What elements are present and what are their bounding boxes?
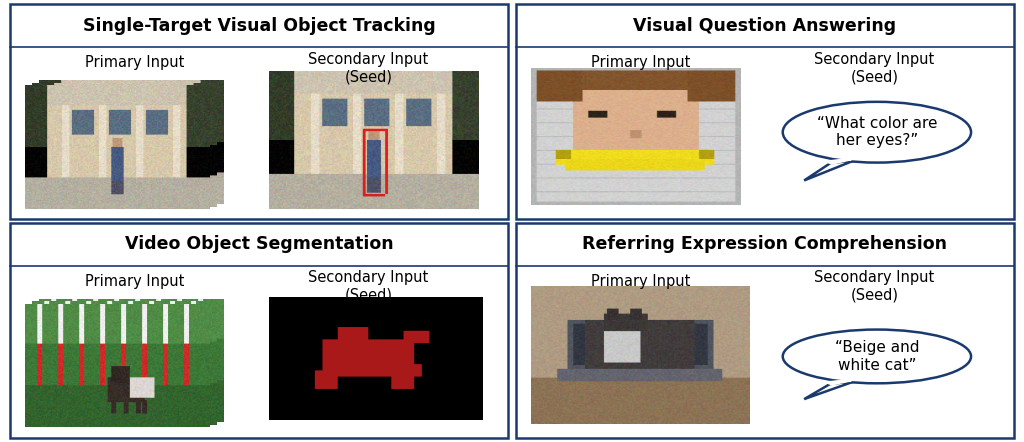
- Text: “What color are
her eyes?”: “What color are her eyes?”: [817, 116, 937, 149]
- Text: Single-Target Visual Object Tracking: Single-Target Visual Object Tracking: [83, 17, 435, 35]
- Text: Secondary Input
(Seed): Secondary Input (Seed): [814, 270, 935, 303]
- Text: Primary Input: Primary Input: [591, 55, 690, 70]
- Ellipse shape: [782, 330, 971, 383]
- Text: Visual Question Answering: Visual Question Answering: [634, 17, 896, 35]
- Text: Video Object Segmentation: Video Object Segmentation: [125, 235, 393, 253]
- Text: Secondary Input
(Seed): Secondary Input (Seed): [308, 270, 429, 303]
- Polygon shape: [827, 380, 851, 384]
- Text: “Beige and
white cat”: “Beige and white cat”: [835, 340, 920, 373]
- Ellipse shape: [782, 102, 971, 163]
- Polygon shape: [827, 159, 851, 164]
- Polygon shape: [804, 381, 855, 399]
- Text: Secondary Input
(Seed): Secondary Input (Seed): [308, 52, 429, 84]
- Text: Secondary Input
(Seed): Secondary Input (Seed): [814, 52, 935, 84]
- Polygon shape: [804, 160, 855, 180]
- Text: Primary Input: Primary Input: [85, 55, 184, 70]
- Text: Referring Expression Comprehension: Referring Expression Comprehension: [583, 235, 947, 253]
- Text: Primary Input: Primary Input: [85, 274, 184, 289]
- Text: Primary Input: Primary Input: [591, 274, 690, 289]
